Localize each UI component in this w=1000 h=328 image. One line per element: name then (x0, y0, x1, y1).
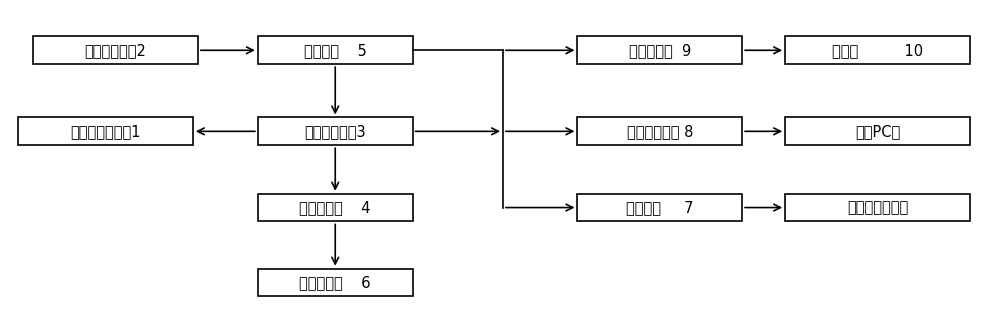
Text: 电源模块    5: 电源模块 5 (304, 43, 367, 58)
Bar (258, 36, 413, 64)
Text: 电源保护模块2: 电源保护模块2 (85, 43, 146, 58)
Bar (785, 117, 970, 145)
Text: 信号放大器  9: 信号放大器 9 (629, 43, 691, 58)
Bar (785, 194, 970, 221)
Bar (577, 117, 742, 145)
Bar (258, 117, 413, 145)
Text: 视频分配器    4: 视频分配器 4 (299, 200, 371, 215)
Bar (577, 36, 742, 64)
Bar (577, 194, 742, 221)
Text: 远程PC端: 远程PC端 (855, 124, 900, 139)
Text: 历史特征数据库: 历史特征数据库 (847, 200, 908, 215)
Bar (33, 36, 198, 64)
Text: 微波车辆检测器1: 微波车辆检测器1 (70, 124, 141, 139)
Text: 录入模块     7: 录入模块 7 (626, 200, 694, 215)
Text: 单片机控制器3: 单片机控制器3 (304, 124, 366, 139)
Bar (18, 117, 193, 145)
Bar (258, 269, 413, 297)
Text: 全景摄像机    6: 全景摄像机 6 (299, 275, 371, 290)
Bar (785, 36, 970, 64)
Text: 无线通信模块 8: 无线通信模块 8 (627, 124, 693, 139)
Text: 信号灯          10: 信号灯 10 (832, 43, 923, 58)
Bar (258, 194, 413, 221)
